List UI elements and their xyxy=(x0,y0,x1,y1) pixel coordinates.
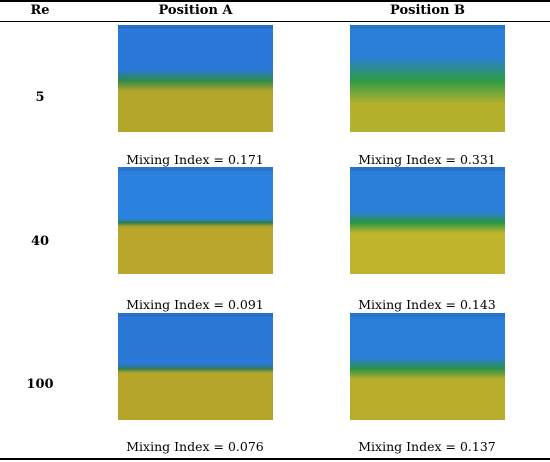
mixing-index-a: Mixing Index = 0.076 xyxy=(126,439,264,454)
mixing-image-edge xyxy=(350,25,505,29)
table-bottom-rule xyxy=(0,458,550,460)
mixing-image-b xyxy=(350,25,505,132)
mixing-image-edge xyxy=(118,313,273,317)
mixing-image-edge xyxy=(118,167,273,171)
re-value: 5 xyxy=(35,90,45,105)
mixing-image-edge xyxy=(350,313,505,317)
mixing-index-b: Mixing Index = 0.137 xyxy=(358,439,496,454)
mixing-index-b: Mixing Index = 0.331 xyxy=(358,152,496,167)
mixing-index-b: Mixing Index = 0.143 xyxy=(358,297,496,312)
mixing-image-b xyxy=(350,167,505,274)
mixing-image-fill xyxy=(118,25,273,132)
re-value: 100 xyxy=(26,377,54,392)
mixing-image-a xyxy=(118,313,273,420)
header-re: Re xyxy=(30,3,50,18)
mixing-image-fill xyxy=(350,25,505,132)
mixing-image-fill xyxy=(118,313,273,420)
header-position-b: Position B xyxy=(390,3,465,18)
mixing-image-fill xyxy=(118,167,273,274)
re-value: 40 xyxy=(30,234,50,249)
mixing-image-fill xyxy=(350,167,505,274)
mixing-image-edge xyxy=(350,167,505,171)
mixing-index-a: Mixing Index = 0.091 xyxy=(126,297,264,312)
mixing-image-a xyxy=(118,25,273,132)
header-rule xyxy=(0,21,550,22)
mixing-image-a xyxy=(118,167,273,274)
header-position-a: Position A xyxy=(158,3,233,18)
mixing-index-a: Mixing Index = 0.171 xyxy=(126,152,264,167)
mixing-image-edge xyxy=(118,25,273,29)
mixing-image-fill xyxy=(350,313,505,420)
mixing-image-b xyxy=(350,313,505,420)
table-top-rule xyxy=(0,0,550,2)
